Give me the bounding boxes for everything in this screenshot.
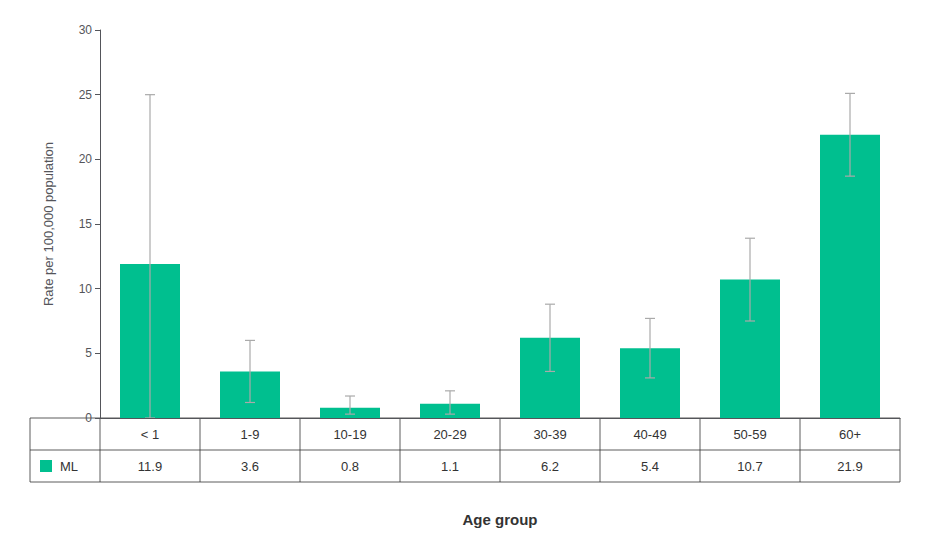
svg-text:11.9: 11.9 bbox=[138, 459, 162, 474]
svg-text:25: 25 bbox=[79, 88, 93, 102]
svg-text:21.9: 21.9 bbox=[837, 459, 862, 474]
svg-text:40-49: 40-49 bbox=[633, 427, 666, 442]
svg-text:30: 30 bbox=[79, 23, 93, 37]
svg-text:10.7: 10.7 bbox=[737, 459, 762, 474]
svg-text:20-29: 20-29 bbox=[433, 427, 466, 442]
svg-text:1.1: 1.1 bbox=[441, 459, 459, 474]
svg-text:0.8: 0.8 bbox=[341, 459, 359, 474]
svg-text:6.2: 6.2 bbox=[541, 459, 559, 474]
svg-text:< 1: < 1 bbox=[141, 427, 159, 442]
svg-text:Age group: Age group bbox=[463, 511, 538, 528]
svg-text:5: 5 bbox=[85, 346, 92, 360]
svg-text:1-9: 1-9 bbox=[241, 427, 260, 442]
svg-text:30-39: 30-39 bbox=[533, 427, 566, 442]
svg-text:20: 20 bbox=[79, 152, 93, 166]
svg-text:ML: ML bbox=[60, 459, 78, 474]
svg-text:10: 10 bbox=[79, 282, 93, 296]
svg-text:50-59: 50-59 bbox=[733, 427, 766, 442]
svg-text:Rate per 100,000 population: Rate per 100,000 population bbox=[41, 142, 56, 306]
svg-text:0: 0 bbox=[85, 411, 92, 425]
svg-text:15: 15 bbox=[79, 217, 93, 231]
svg-text:10-19: 10-19 bbox=[333, 427, 366, 442]
svg-text:60+: 60+ bbox=[839, 427, 861, 442]
svg-text:5.4: 5.4 bbox=[641, 459, 659, 474]
svg-text:3.6: 3.6 bbox=[241, 459, 259, 474]
